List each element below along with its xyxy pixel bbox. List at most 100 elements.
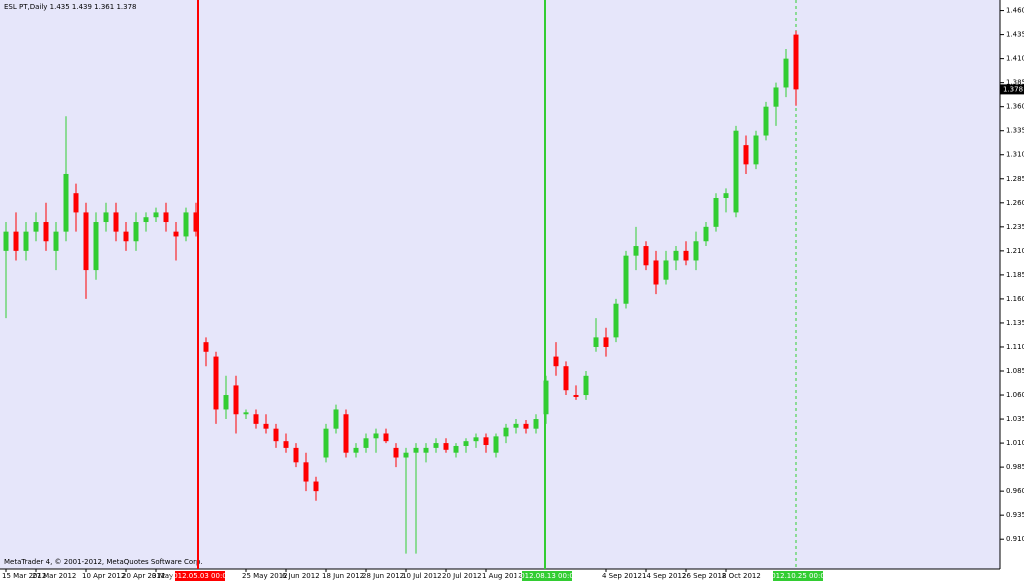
x-tick-label: 10 Apr 2012 [82,572,125,580]
x-tick-label: 28 Jun 2012 [362,572,404,580]
candle-body [793,34,799,90]
candle-body [63,173,69,232]
y-tick-label: 1.410 [1006,55,1024,63]
y-tick-label: 1.110 [1006,343,1024,351]
x-tick-label: 15 Mar 2012 [2,572,46,580]
candle-body [613,303,619,338]
candle-body [503,427,509,437]
y-tick-label: 1.260 [1006,199,1024,207]
y-tick-label: 1.085 [1006,367,1024,375]
candle-body [83,212,89,271]
candle-body [283,441,289,448]
y-tick-label: 1.060 [1006,391,1024,399]
candle-body [103,212,109,223]
candle-body [253,414,259,424]
candle-body [733,130,739,213]
candle-body [33,222,39,232]
x-tick-label: 8 Oct 2012 [722,572,761,580]
candle-body [133,222,139,242]
candle-body [13,231,19,251]
candle-body [593,337,599,347]
x-tick-label: 14 Sep 2012 [642,572,686,580]
candle-body [173,231,179,237]
candle-body [693,241,699,261]
candle-body [393,447,399,458]
y-tick-label: 1.460 [1006,7,1024,15]
candle-body [483,437,489,446]
y-tick-label: 1.435 [1006,31,1024,39]
candle-body [683,250,689,261]
candle-body [493,436,499,453]
candle-body [263,423,269,429]
candle-body [193,212,199,232]
candle-body [643,246,649,266]
candle-body [313,481,319,492]
candle-body [703,226,709,242]
candle-body [563,366,569,391]
y-tick-label: 1.185 [1006,271,1024,279]
candle-body [773,87,779,107]
candle-body [183,212,189,237]
candle-body [633,246,639,256]
candle-body [423,447,429,453]
candle-body [783,58,789,88]
candle-body [573,395,579,397]
candle-body [623,255,629,304]
y-tick-label: 0.910 [1006,535,1024,543]
y-tick-label: 1.310 [1006,151,1024,159]
candle-body [363,438,369,448]
candle-body [93,222,99,271]
candle-body [343,414,349,453]
x-tick-label: 18 Jun 2012 [322,572,364,580]
candle-body [213,356,219,410]
y-tick-label: 0.960 [1006,487,1024,495]
y-tick-label: 1.360 [1006,103,1024,111]
candle-body [673,250,679,261]
candle-body [513,423,519,428]
candle-body [463,441,469,446]
candle-body [203,342,209,352]
y-tick-label: 1.010 [1006,439,1024,447]
x-tick-label: 1 Aug 2012 [482,572,522,580]
marker-label-bg [773,571,823,581]
y-tick-label: 1.335 [1006,127,1024,135]
candle-body [373,433,379,439]
candle-body [333,409,339,429]
candle-body [413,447,419,453]
y-tick-label: 1.285 [1006,175,1024,183]
y-tick-label: 0.985 [1006,463,1024,471]
candle-body [583,375,589,396]
y-tick-label: 0.935 [1006,511,1024,519]
candle-body [713,197,719,227]
candle-body [153,212,159,218]
chart-title: ESL PT,Daily 1.435 1.439 1.361 1.378 [4,3,136,11]
x-tick-label: 6 Jun 2012 [282,572,320,580]
x-tick-label: 10 Jul 2012 [402,572,442,580]
candle-body [353,447,359,453]
x-tick-label: 25 May 2012 [242,572,288,580]
candle-body [233,385,239,415]
candle-body [443,443,449,450]
price-label-bg [1000,84,1024,95]
candle-body [3,231,9,251]
y-tick-label: 1.385 [1006,79,1024,87]
y-tick-label: 1.135 [1006,319,1024,327]
x-tick-label: 3 May 2012 [152,572,193,580]
candle-body [323,428,329,458]
footer: MetaTrader 4, © 2001-2012, MetaQuotes So… [4,558,203,566]
candle-body [723,193,729,198]
candle-body [453,445,459,453]
candle-body [123,231,129,242]
candle-body [663,260,669,280]
candle-body [553,356,559,367]
candle-body [113,212,119,232]
x-tick-label: 26 Sep 2012 [682,572,726,580]
candle-body [603,337,609,347]
marker-label-bg [175,571,225,581]
x-tick-label: 4 Sep 2012 [602,572,642,580]
candle-body [523,423,529,429]
candle-body [763,106,769,136]
candle-body [143,217,149,223]
candle-body [73,193,79,213]
